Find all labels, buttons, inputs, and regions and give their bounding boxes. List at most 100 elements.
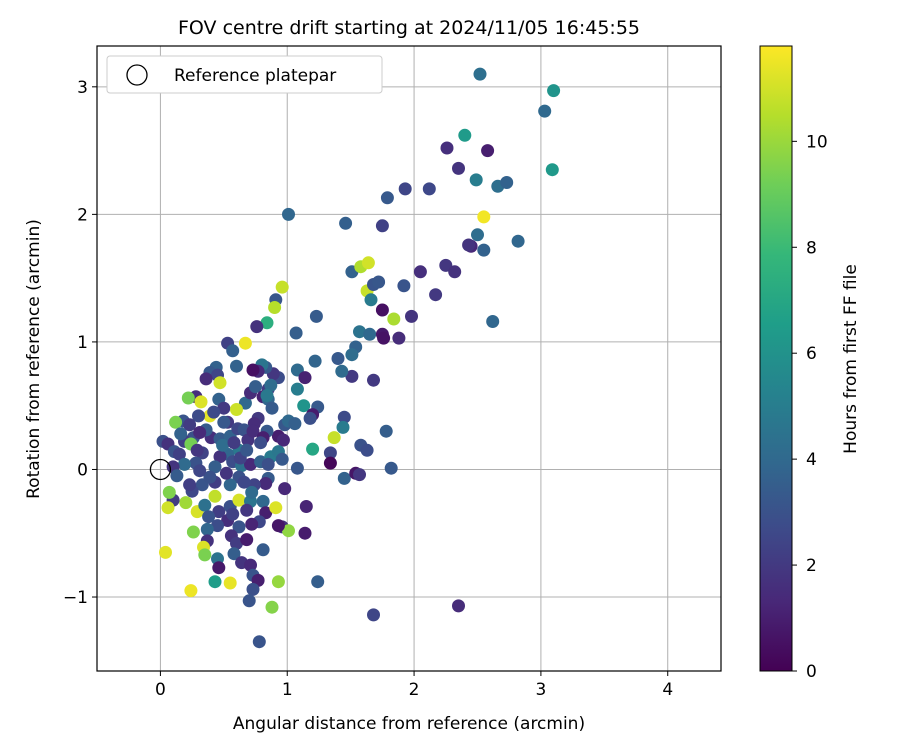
data-point [462,238,476,252]
data-point [254,436,268,450]
data-point [211,519,224,533]
data-point [481,144,495,158]
data-point [240,443,254,457]
data-point [226,507,240,521]
data-point [217,401,231,415]
data-point [363,327,377,341]
data-point [367,608,380,622]
data-point [422,182,436,196]
data-point [477,243,491,257]
data-point [290,382,304,396]
data-point [202,510,216,524]
data-point [249,380,262,394]
x-tick-label: 0 [155,680,166,700]
data-point [230,403,243,416]
data-point [232,493,246,507]
data-point [244,558,257,572]
data-point [323,456,337,470]
data-point [384,461,398,475]
data-point [353,325,366,339]
plot-frame [96,45,722,672]
data-point [192,409,205,423]
data-point [511,234,525,248]
data-point [237,475,251,489]
data-point [275,280,289,294]
data-point [327,431,341,445]
data-point [303,411,317,425]
data-point [372,275,386,289]
x-tick-label: 1 [282,680,293,700]
data-point [392,331,406,345]
data-point [361,256,375,270]
data-point [213,376,227,390]
y-tick-label: 2 [77,205,88,225]
data-point [545,163,559,177]
colorbar-gradient [759,45,793,672]
data-point [256,543,270,557]
data-point [323,446,337,460]
colorbar-tick-label: 10 [806,132,828,152]
data-point [265,600,279,614]
data-point [275,452,289,466]
data-point [181,391,195,405]
data-point [298,371,312,385]
data-point [288,417,302,431]
data-point [217,415,231,429]
data-point [264,378,278,392]
data-point [364,293,378,307]
data-point [216,438,230,452]
data-point [226,344,240,358]
data-point [178,457,191,471]
x-tick-label: 4 [662,680,673,700]
x-axis-label: Angular distance from reference (arcmin) [233,714,585,734]
data-point [337,471,351,485]
data-point [159,545,172,559]
data-point [336,420,350,434]
data-point [242,594,256,608]
data-point [375,303,389,317]
data-point [245,485,259,499]
data-point [282,524,295,538]
data-point [208,460,222,474]
y-tick-label: 0 [77,460,88,480]
data-point [213,450,227,464]
data-point [337,410,351,424]
data-point [259,477,273,490]
data-point [246,582,260,596]
data-point [244,457,257,471]
data-point [223,576,237,590]
y-axis-label: Rotation from reference (arcmin) [24,219,44,499]
y-axis-ticks: −1 0 1 2 3 [63,78,97,608]
data-point [299,500,313,513]
data-point [500,176,514,189]
data-point [250,320,264,334]
data-point [306,442,320,456]
data-point [227,436,241,450]
data-point [398,182,412,196]
data-point [367,373,380,387]
data-point [172,447,186,461]
data-points [156,67,561,649]
colorbar-tick-label: 8 [806,238,817,258]
data-point [413,265,427,279]
x-axis-ticks: 0 1 2 3 4 [155,671,673,700]
data-point [289,326,303,340]
data-point [380,191,394,205]
data-point [397,279,411,293]
data-point [268,301,282,314]
data-point [223,478,237,492]
data-point [230,359,243,373]
data-point [271,575,285,589]
data-point [199,372,213,386]
data-point [387,312,401,326]
data-point [538,104,552,118]
data-point [276,433,290,447]
colorbar-tick-label: 6 [806,344,817,364]
data-point [271,519,285,533]
data-point [183,478,197,492]
data-point [170,469,184,483]
colorbar: 0 2 4 6 8 10 Hours from first FF file [759,45,861,682]
data-point [353,468,366,482]
data-point [240,503,254,517]
